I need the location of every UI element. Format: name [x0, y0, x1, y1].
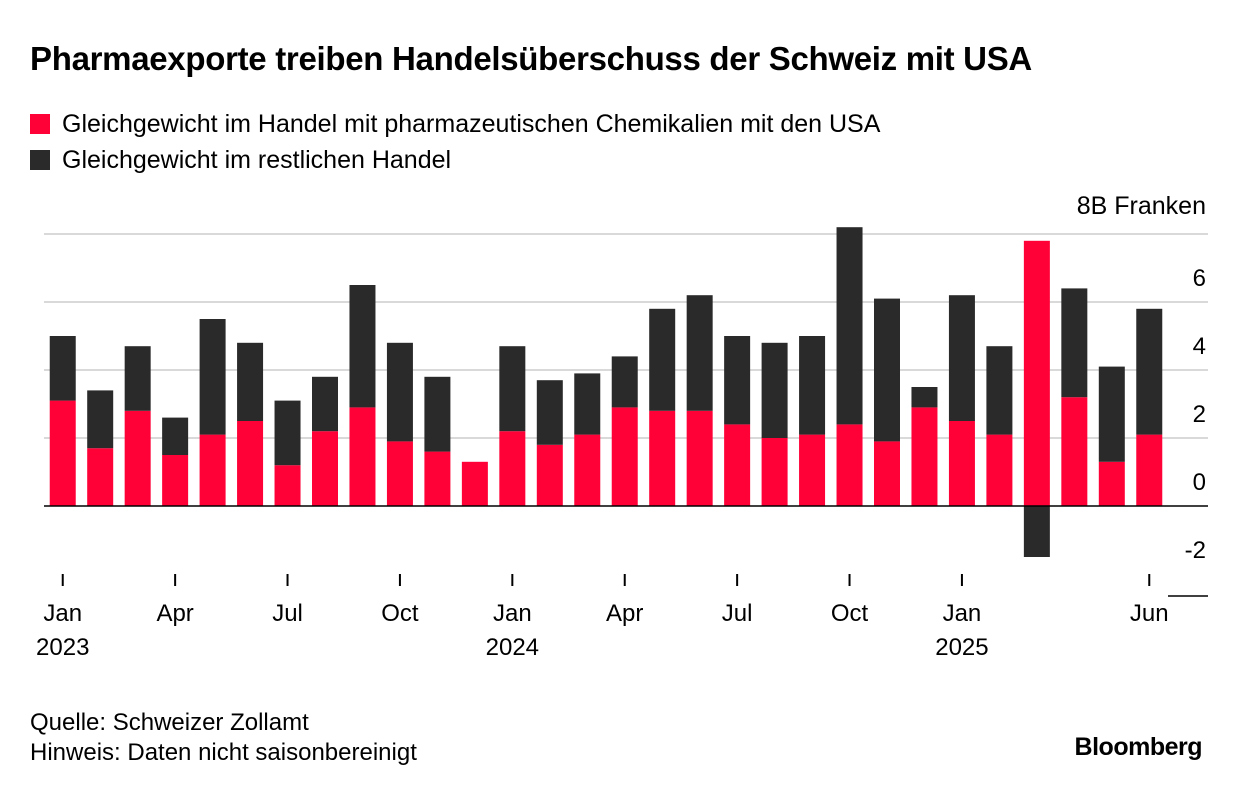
bar-pharma [686, 410, 713, 506]
x-year-label: 2023 [36, 634, 89, 661]
bar-other [499, 346, 526, 432]
bar-other [162, 417, 189, 455]
bar-other [948, 295, 975, 421]
bar-other [724, 336, 751, 425]
bar-other [611, 356, 638, 408]
bar-pharma [124, 410, 151, 506]
bar-pharma [536, 444, 563, 506]
legend-label-other: Gleichgewicht im restlichen Handel [62, 145, 452, 174]
bar-pharma [1098, 461, 1125, 506]
x-tick-label: Jun [1130, 600, 1169, 627]
bar-pharma [948, 421, 975, 506]
x-tick-label: Jan [493, 600, 532, 627]
y-tick-label: 2 [1193, 401, 1206, 428]
bar-other [761, 342, 788, 438]
bar-other [312, 376, 338, 432]
y-tick-label: 4 [1193, 333, 1206, 360]
legend-label-pharma: Gleichgewicht im Handel mit pharmazeutis… [62, 109, 881, 138]
y-axis-unit-label: 8B Franken [1076, 192, 1206, 220]
x-tick-label: Jan [943, 600, 982, 627]
bar-other [124, 346, 151, 411]
bar-other [424, 376, 451, 452]
y-tick-label: 6 [1193, 265, 1206, 292]
source-note: Quelle: Schweizer Zollamt [30, 709, 309, 736]
x-tick-label: Oct [381, 600, 419, 627]
bar-pharma [799, 434, 826, 506]
legend-item-other: Gleichgewicht im restlichen Handel [30, 142, 880, 178]
bar-other [237, 342, 264, 421]
bar-pharma [312, 431, 338, 506]
bar-pharma [874, 441, 900, 506]
legend-swatch-pharma [30, 114, 50, 134]
bar-pharma [836, 424, 863, 506]
x-tick-label: Jul [722, 600, 753, 627]
bar-pharma [274, 465, 301, 506]
y-tick-label: 0 [1193, 469, 1206, 496]
bar-other [874, 298, 900, 442]
bar-pharma [386, 441, 413, 506]
bar-other [1136, 308, 1163, 435]
chart-title: Pharmaexporte treiben Handelsüberschuss … [30, 40, 1032, 77]
x-tick-label: Apr [606, 600, 643, 627]
bar-pharma [49, 400, 76, 506]
bar-pharma [574, 434, 601, 506]
bar-pharma [424, 451, 451, 506]
hint-note: Hinweis: Daten nicht saisonbereinigt [30, 739, 417, 766]
bar-pharma [761, 438, 788, 506]
x-tick-label: Oct [831, 600, 869, 627]
x-tick-label: Apr [156, 600, 193, 627]
bar-pharma [1136, 434, 1163, 506]
legend-item-pharma: Gleichgewicht im Handel mit pharmazeutis… [30, 106, 880, 142]
bar-other [386, 342, 413, 442]
x-tick-label: Jan [43, 600, 82, 627]
bar-other [349, 285, 376, 408]
bar-other [87, 390, 114, 449]
bar-pharma [611, 407, 638, 506]
bar-other [686, 295, 713, 411]
bar-pharma [237, 421, 264, 506]
legend-swatch-other [30, 150, 50, 170]
x-year-label: 2024 [486, 634, 539, 661]
bar-pharma [911, 407, 938, 506]
bar-pharma [199, 434, 226, 506]
bar-other [911, 387, 938, 408]
bar-pharma [1061, 397, 1088, 506]
bar-other [574, 373, 601, 435]
bar-other [1061, 288, 1088, 398]
bar-pharma [986, 434, 1013, 506]
bar-other [1098, 366, 1125, 462]
y-tick-label: -2 [1185, 537, 1206, 564]
bar-other [1023, 506, 1050, 557]
bar-pharma [461, 461, 488, 506]
x-year-label: 2025 [935, 634, 988, 661]
bar-pharma [649, 410, 676, 506]
x-tick-label: Jul [272, 600, 303, 627]
bar-pharma [724, 424, 751, 506]
bar-pharma [162, 455, 189, 506]
bar-other [799, 336, 826, 435]
bar-other [836, 227, 863, 425]
bar-pharma [1023, 240, 1050, 507]
legend: Gleichgewicht im Handel mit pharmazeutis… [30, 106, 880, 178]
bar-other [986, 346, 1013, 435]
bar-other [536, 380, 563, 445]
bar-other [49, 336, 76, 401]
bar-other [274, 400, 301, 466]
bar-pharma [499, 431, 526, 506]
bar-pharma [87, 448, 114, 506]
bar-other [649, 308, 676, 411]
footer: Quelle: Schweizer Zollamt Hinweis: Daten… [30, 708, 417, 768]
bloomberg-logo: Bloomberg [1074, 733, 1203, 761]
bar-other [199, 319, 226, 435]
bar-pharma [349, 407, 376, 506]
